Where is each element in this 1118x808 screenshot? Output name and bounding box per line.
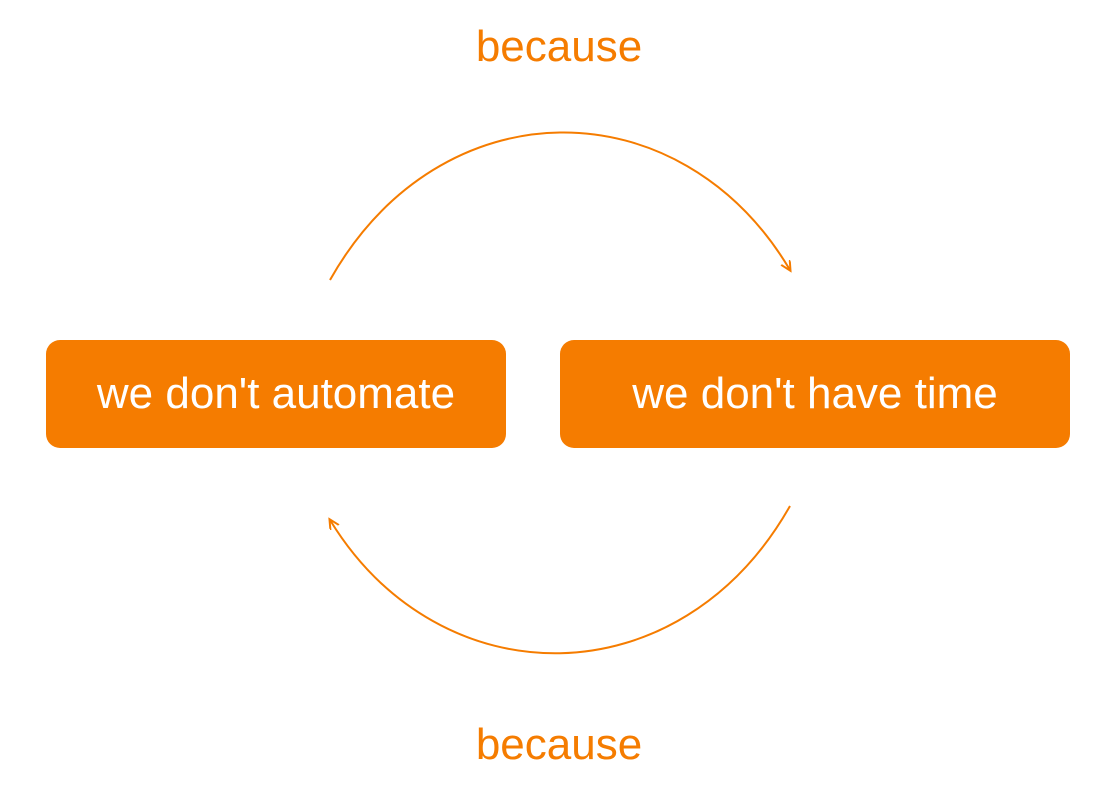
node-right: we don't have time — [560, 340, 1070, 448]
node-left: we don't automate — [46, 340, 506, 448]
arrow-bottom — [330, 506, 790, 653]
top-connector-label: because — [476, 22, 642, 72]
cycle-diagram: because because we don't automate we don… — [0, 0, 1118, 808]
node-left-text: we don't automate — [97, 369, 455, 419]
bottom-connector-label: because — [476, 720, 642, 770]
arrow-top — [330, 132, 790, 280]
node-right-text: we don't have time — [632, 369, 998, 419]
